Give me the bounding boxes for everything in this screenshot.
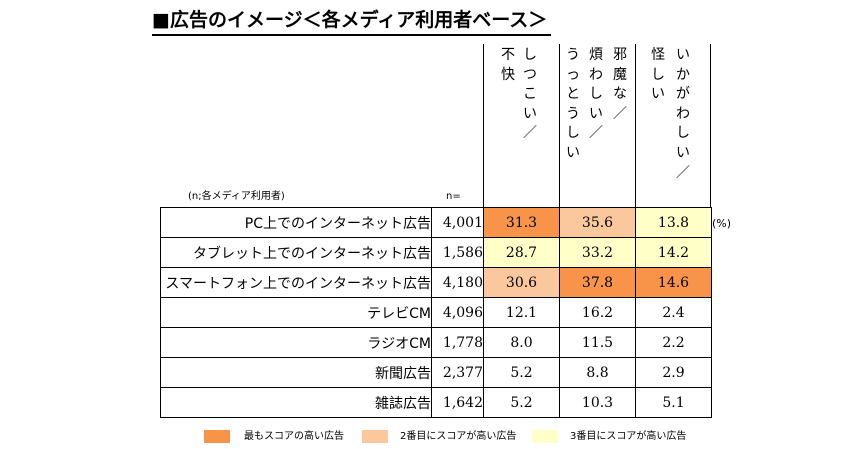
row-n: 1,778 xyxy=(431,327,484,358)
legend-label: 2番目にスコアが高い広告 xyxy=(400,431,517,442)
table-row: タブレット上でのインターネット広告 1,586 28.7 33.2 14.2 xyxy=(160,237,712,268)
value-cell: 2.2 xyxy=(635,327,712,358)
row-n: 1,586 xyxy=(431,237,484,268)
row-label: ラジオCM xyxy=(160,327,432,358)
table-row: 雑誌広告 1,642 5.2 10.3 5.1 xyxy=(160,387,712,418)
row-n: 4,180 xyxy=(431,267,484,298)
value-cell: 8.0 xyxy=(483,327,560,358)
value-cell: 11.5 xyxy=(559,327,636,358)
row-n: 1,642 xyxy=(431,387,484,418)
value-cell: 5.2 xyxy=(483,387,560,418)
row-n: 4,001 xyxy=(431,207,484,238)
row-label: タブレット上でのインターネット広告 xyxy=(160,237,432,268)
column-header-line: 邪魔な／ xyxy=(613,47,627,122)
value-cell: 8.8 xyxy=(559,357,636,388)
legend: 最もスコアの高い広告 2番目にスコアが高い広告 3番目にスコアが高い広告 xyxy=(0,428,850,444)
value-cell: 37.8 xyxy=(559,267,636,298)
table-row: 新聞広告 2,377 5.2 8.8 2.9 xyxy=(160,357,712,388)
value-cell: 2.9 xyxy=(635,357,712,388)
value-cell: 30.6 xyxy=(483,267,560,298)
page-title: ■広告のイメージ＜各メディア利用者ベース＞ xyxy=(152,6,552,36)
value-cell: 5.2 xyxy=(483,357,560,388)
legend-swatch-third xyxy=(532,430,558,443)
row-n: 4,096 xyxy=(431,297,484,328)
value-cell: 33.2 xyxy=(559,237,636,268)
row-label: 新聞広告 xyxy=(160,357,432,388)
value-cell: 13.8 xyxy=(635,207,712,238)
value-cell: 28.7 xyxy=(483,237,560,268)
value-cell: 12.1 xyxy=(483,297,560,328)
column-header-line: 煩わしい／ xyxy=(589,47,603,142)
column-header-line: いかがわしい／ xyxy=(676,47,690,181)
legend-label: 最もスコアの高い広告 xyxy=(244,431,344,442)
row-n: 2,377 xyxy=(431,357,484,388)
row-label: 雑誌広告 xyxy=(160,387,432,418)
value-cell: 10.3 xyxy=(559,387,636,418)
base-label: (n;各メディア利用者) xyxy=(188,191,285,202)
legend-swatch-top xyxy=(204,430,230,443)
row-label: テレビCM xyxy=(160,297,432,328)
legend-swatch-second xyxy=(362,430,388,443)
column-header-suspicious: 怪しい いかがわしい／ xyxy=(635,44,711,207)
column-header-unpleasant: 不快 しつこい／ xyxy=(483,44,559,207)
table-row: PC上でのインターネット広告 4,001 31.3 35.6 13.8 xyxy=(160,207,712,238)
n-label: n= xyxy=(446,191,461,202)
table-row: スマートフォン上でのインターネット広告 4,180 30.6 37.8 14.6 xyxy=(160,267,712,298)
value-cell: 31.3 xyxy=(483,207,560,238)
column-header-line: うっとうしい xyxy=(566,47,580,161)
value-cell: 5.1 xyxy=(635,387,712,418)
column-header-line: 不快 xyxy=(501,47,515,83)
value-cell: 2.4 xyxy=(635,297,712,328)
table-row: テレビCM 4,096 12.1 16.2 2.4 xyxy=(160,297,712,328)
legend-label: 3番目にスコアが高い広告 xyxy=(570,431,687,442)
value-cell: 16.2 xyxy=(559,297,636,328)
row-label: PC上でのインターネット広告 xyxy=(160,207,432,238)
data-table: PC上でのインターネット広告 4,001 31.3 35.6 13.8 タブレッ… xyxy=(160,207,712,418)
column-header-annoying: うっとうしい 煩わしい／ 邪魔な／ xyxy=(559,44,635,207)
value-cell: 35.6 xyxy=(559,207,636,238)
value-cell: 14.6 xyxy=(635,267,712,298)
unit-label: (%) xyxy=(712,217,732,230)
row-label: スマートフォン上でのインターネット広告 xyxy=(160,267,432,298)
column-header-line: 怪しい xyxy=(651,47,665,103)
table-row: ラジオCM 1,778 8.0 11.5 2.2 xyxy=(160,327,712,358)
value-cell: 14.2 xyxy=(635,237,712,268)
column-header-line: しつこい／ xyxy=(523,47,537,142)
